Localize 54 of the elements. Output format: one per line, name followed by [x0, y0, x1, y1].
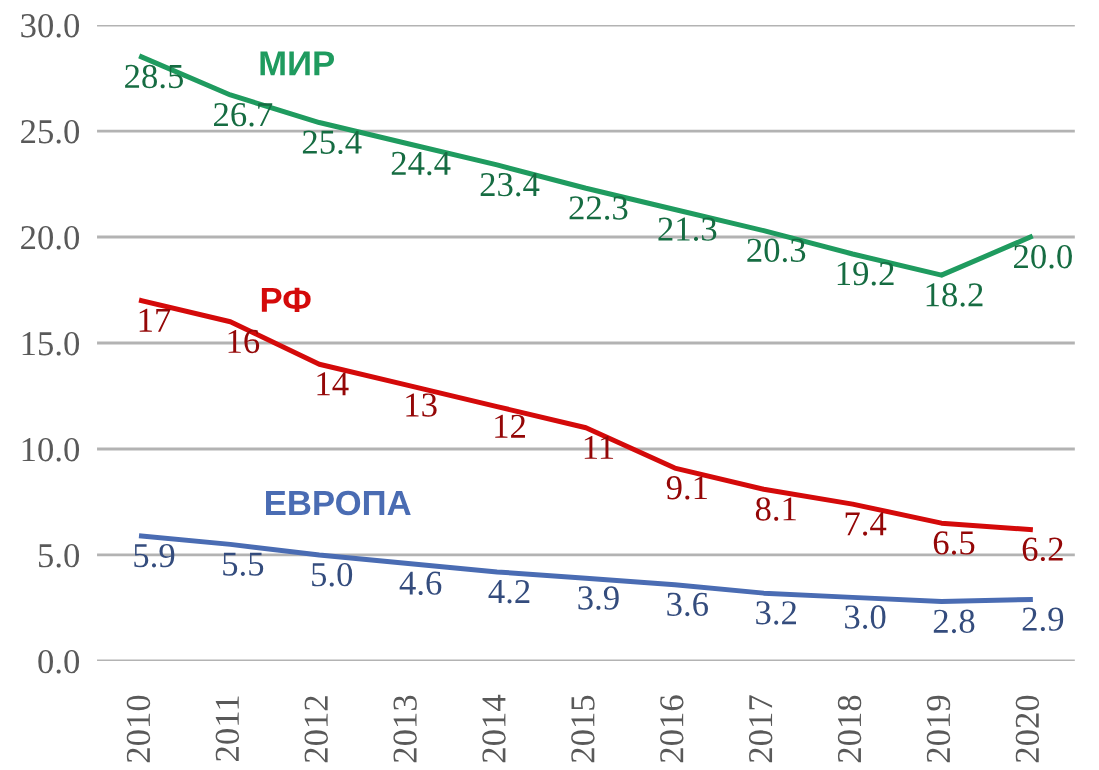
data-label: 20.0: [1014, 244, 1072, 269]
data-label: 21.3: [658, 217, 717, 241]
data-label: 5.9: [134, 543, 175, 568]
y-tick-label: 0.0: [38, 649, 80, 674]
data-label: 19.2: [837, 262, 894, 286]
x-tick-label: 2016: [660, 695, 684, 763]
series-label: ЕВРОПА: [266, 490, 411, 516]
data-label: 5.0: [312, 562, 353, 587]
data-label: 26.7: [214, 103, 273, 127]
data-label: 22.3: [569, 196, 628, 220]
data-label: 4.6: [399, 571, 442, 595]
data-label: 16: [228, 329, 260, 354]
x-tick-label: 2020: [1015, 695, 1040, 763]
data-label: 6.2: [1022, 537, 1063, 562]
data-label: 3.2: [756, 601, 796, 625]
x-tick-label: 2018: [837, 695, 862, 763]
data-label: 8.1: [755, 497, 796, 521]
x-tick-label: 2012: [304, 696, 328, 763]
data-label: 3.0: [845, 605, 886, 629]
x-tick-label: 2010: [126, 695, 151, 763]
data-label: 2.8: [933, 609, 975, 634]
data-label: 3.9: [578, 586, 619, 610]
y-tick-label: 15.0: [22, 331, 80, 356]
x-tick-label: 2013: [393, 695, 417, 763]
data-label: 2.9: [1022, 607, 1064, 632]
data-label: 13: [406, 393, 437, 417]
data-label: 25.4: [302, 130, 362, 155]
data-label: 6.5: [933, 531, 975, 555]
data-label: 3.6: [667, 592, 708, 617]
y-tick-label: 10.0: [22, 437, 80, 462]
y-tick-label: 5.0: [38, 543, 80, 568]
data-label: 28.5: [125, 64, 184, 89]
x-tick-label: 2017: [748, 695, 773, 763]
data-label: 9.1: [666, 476, 707, 500]
data-label: 17: [139, 308, 171, 332]
data-label: 11: [584, 435, 614, 459]
data-label: 23.4: [480, 172, 540, 197]
y-tick-label: 20.0: [21, 225, 80, 250]
data-label: 12: [495, 414, 525, 438]
series-label: РФ: [261, 287, 311, 312]
data-label: 14: [317, 372, 349, 396]
data-label: 7.4: [845, 512, 887, 536]
x-tick-label: 2014: [482, 694, 506, 763]
data-label: 20.3: [747, 238, 806, 263]
y-tick-label: 30.0: [21, 13, 80, 38]
data-label: 4.2: [488, 579, 530, 604]
y-tick-label: 25.0: [21, 119, 80, 144]
x-tick-label: 2015: [571, 695, 595, 763]
x-tick-label: 2011: [215, 696, 240, 761]
data-label: 5.5: [223, 552, 264, 576]
data-label: 24.4: [391, 151, 451, 176]
series-label: МИР: [260, 51, 335, 76]
data-label: 18.2: [926, 283, 983, 307]
x-tick-label: 2019: [926, 695, 951, 763]
